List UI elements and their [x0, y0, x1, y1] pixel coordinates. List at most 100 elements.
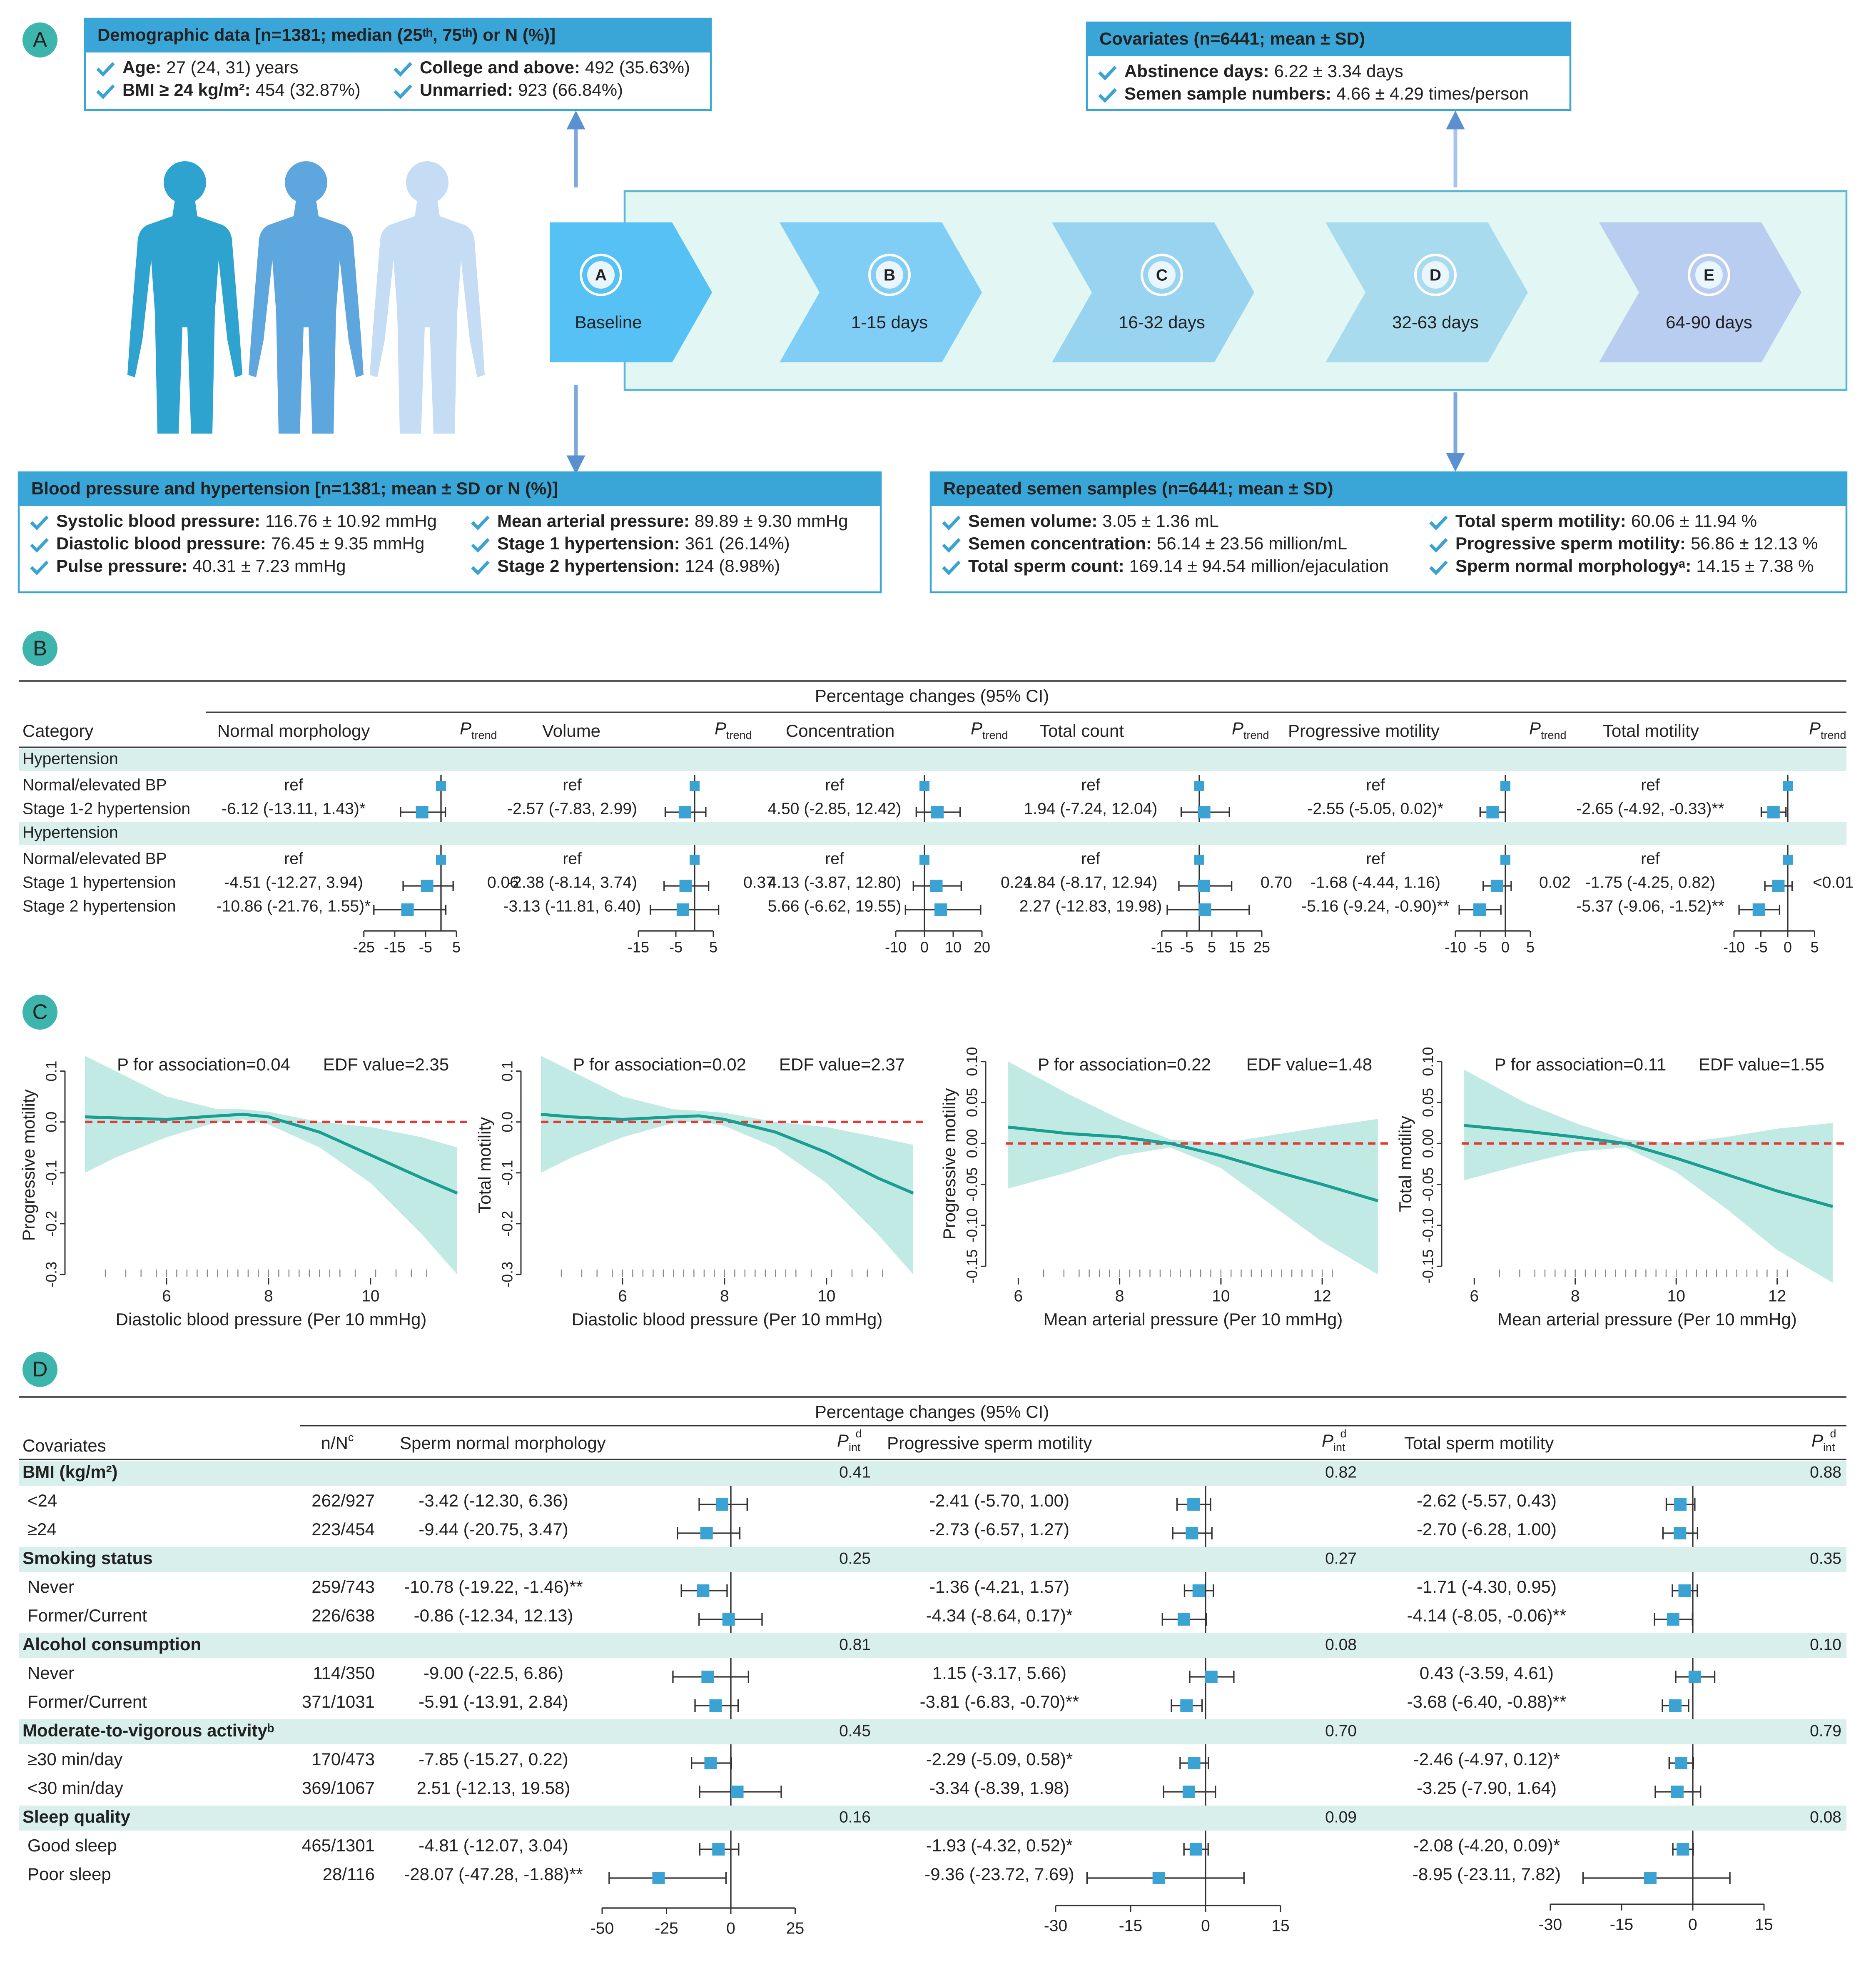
estimate-label: -2.65 (-4.92, -0.33)** [1576, 800, 1724, 818]
estimate-marker [1752, 903, 1765, 916]
x-tick-label: -30 [1044, 1917, 1067, 1935]
reference-marker [689, 855, 700, 865]
column-header: Normal morphology [217, 721, 370, 741]
p-header-sub: int [849, 1441, 861, 1454]
p-interaction: 0.10 [1810, 1636, 1841, 1654]
panel-badge [22, 631, 57, 666]
confidence-band [85, 1056, 457, 1275]
info-item: Stage 2 hypertension: 124 (8.98%) [497, 556, 780, 576]
estimate-label: -10.78 (-19.22, -1.46)** [404, 1577, 583, 1596]
info-item-label: Semen volume: [968, 511, 1097, 531]
stage-icon-ring [1414, 254, 1457, 297]
estimate-marker [1772, 880, 1785, 892]
row-label: Normal/elevated BP [22, 776, 167, 794]
y-axis-label: Progressive motility [19, 1090, 38, 1241]
estimate-label: -2.38 (-8.14, 3.74) [507, 873, 637, 891]
x-tick-label: 0 [1501, 939, 1510, 956]
p-header: Pintd [1811, 1427, 1836, 1454]
n-value: 262/927 [311, 1491, 375, 1510]
stage-icon [1695, 261, 1723, 289]
y-tick-label: -0.05 [963, 1167, 980, 1202]
p-trend: <0.01 [1813, 873, 1854, 891]
n-value: 223/454 [311, 1519, 375, 1539]
estimate-marker [700, 1527, 713, 1539]
y-tick-label: 0.05 [963, 1088, 980, 1117]
n-value: 114/350 [313, 1663, 375, 1683]
estimate-marker [1186, 1527, 1198, 1539]
info-item-value: 116.76 ± 10.92 mmHg [265, 511, 437, 531]
x-tick-label: -10 [1445, 939, 1466, 956]
p-trend: 0.24 [1001, 873, 1032, 891]
x-axis-label: Mean arterial pressure (Per 10 mmHg) [1044, 1310, 1343, 1329]
info-box-header [18, 472, 881, 506]
p-header-main: P [1811, 1431, 1823, 1450]
info-item: Total sperm count: 169.14 ± 94.54 million… [968, 556, 1389, 576]
n-value: 259/743 [311, 1577, 375, 1596]
x-tick-label: 10 [945, 939, 962, 956]
info-item-value: 56.14 ± 23.56 million/mL [1157, 534, 1347, 553]
p-header-main: P [460, 718, 471, 738]
group-band [18, 1460, 1846, 1486]
column-header: Total count [1039, 721, 1124, 741]
check-icon [942, 560, 961, 576]
reference-label: ref [563, 776, 582, 794]
info-item: BMI ≥ 24 kg/m²: 454 (32.87%) [122, 80, 361, 100]
info-item-value: 89.89 ± 9.30 mmHg [695, 511, 848, 531]
estimate-label: -2.73 (-6.57, 1.27) [929, 1519, 1069, 1539]
x-tick-label: 5 [709, 939, 718, 956]
n-header: n/Nc [321, 1431, 354, 1453]
estimate-label: 1.84 (-8.17, 12.94) [1024, 873, 1158, 891]
stage-letter: A [595, 266, 607, 284]
check-icon [471, 538, 490, 553]
info-item-value: 4.66 ± 4.29 times/person [1336, 84, 1529, 103]
column-header: Covariates [22, 1436, 106, 1455]
check-icon [96, 62, 115, 77]
column-header: Concentration [786, 721, 894, 741]
annotation: P for association=0.02 [573, 1055, 746, 1074]
annotation: EDF value=2.37 [779, 1055, 905, 1074]
estimate-label: -5.91 (-13.91, 2.84) [419, 1692, 568, 1711]
estimate-marker [1667, 1613, 1679, 1626]
x-tick-label: 0 [1784, 939, 1792, 956]
check-icon [471, 560, 490, 576]
x-tick-label: 5 [452, 939, 461, 956]
y-tick-label: 0.00 [963, 1129, 980, 1158]
reference-marker [1500, 855, 1510, 865]
n-value: 369/1067 [302, 1778, 375, 1798]
estimate-marker [421, 880, 433, 892]
check-icon [96, 84, 115, 100]
y-axis-label: Total motility [475, 1117, 494, 1213]
estimate-label: -2.46 (-4.97, 0.12)* [1413, 1749, 1560, 1769]
info-item: Semen sample numbers: 4.66 ± 4.29 times/p… [1124, 84, 1529, 103]
x-tick-label: 0 [920, 939, 929, 956]
reference-marker [1782, 781, 1793, 791]
reference-label: ref [563, 850, 582, 868]
p-header: Ptrend [715, 718, 752, 741]
x-tick-label: 8 [1115, 1287, 1124, 1305]
reference-marker [919, 855, 929, 865]
estimate-label: -2.41 (-5.70, 1.00) [929, 1491, 1069, 1510]
info-item: Total sperm motility: 60.06 ± 11.94 % [1455, 511, 1757, 531]
row-label: Never [27, 1577, 74, 1596]
group-band [18, 1546, 1846, 1572]
estimate-label: 2.27 (-12.83, 19.98) [1019, 897, 1162, 915]
y-tick-label: -0.15 [963, 1249, 980, 1283]
p-interaction: 0.08 [1325, 1636, 1357, 1654]
column-header: Category [22, 721, 93, 741]
reference-label: ref [1641, 776, 1660, 794]
info-item: College and above: 492 (35.63%) [420, 57, 690, 77]
n-value: 170/473 [311, 1749, 375, 1769]
info-item-value: 56.86 ± 12.13 % [1691, 534, 1818, 553]
stage-letter: C [1156, 266, 1168, 284]
table-title: Percentage changes (95% CI) [815, 686, 1049, 706]
estimate-marker [704, 1756, 717, 1769]
human-figure [248, 161, 364, 434]
x-tick-label: 6 [1470, 1287, 1479, 1305]
y-tick-label: -0.15 [1419, 1249, 1436, 1283]
y-tick-label: -0.1 [498, 1160, 516, 1186]
x-tick-label: 5 [1208, 939, 1216, 956]
estimate-marker [652, 1871, 665, 1884]
row-label: Stage 1-2 hypertension [22, 800, 190, 818]
x-tick-label: 10 [817, 1287, 835, 1305]
